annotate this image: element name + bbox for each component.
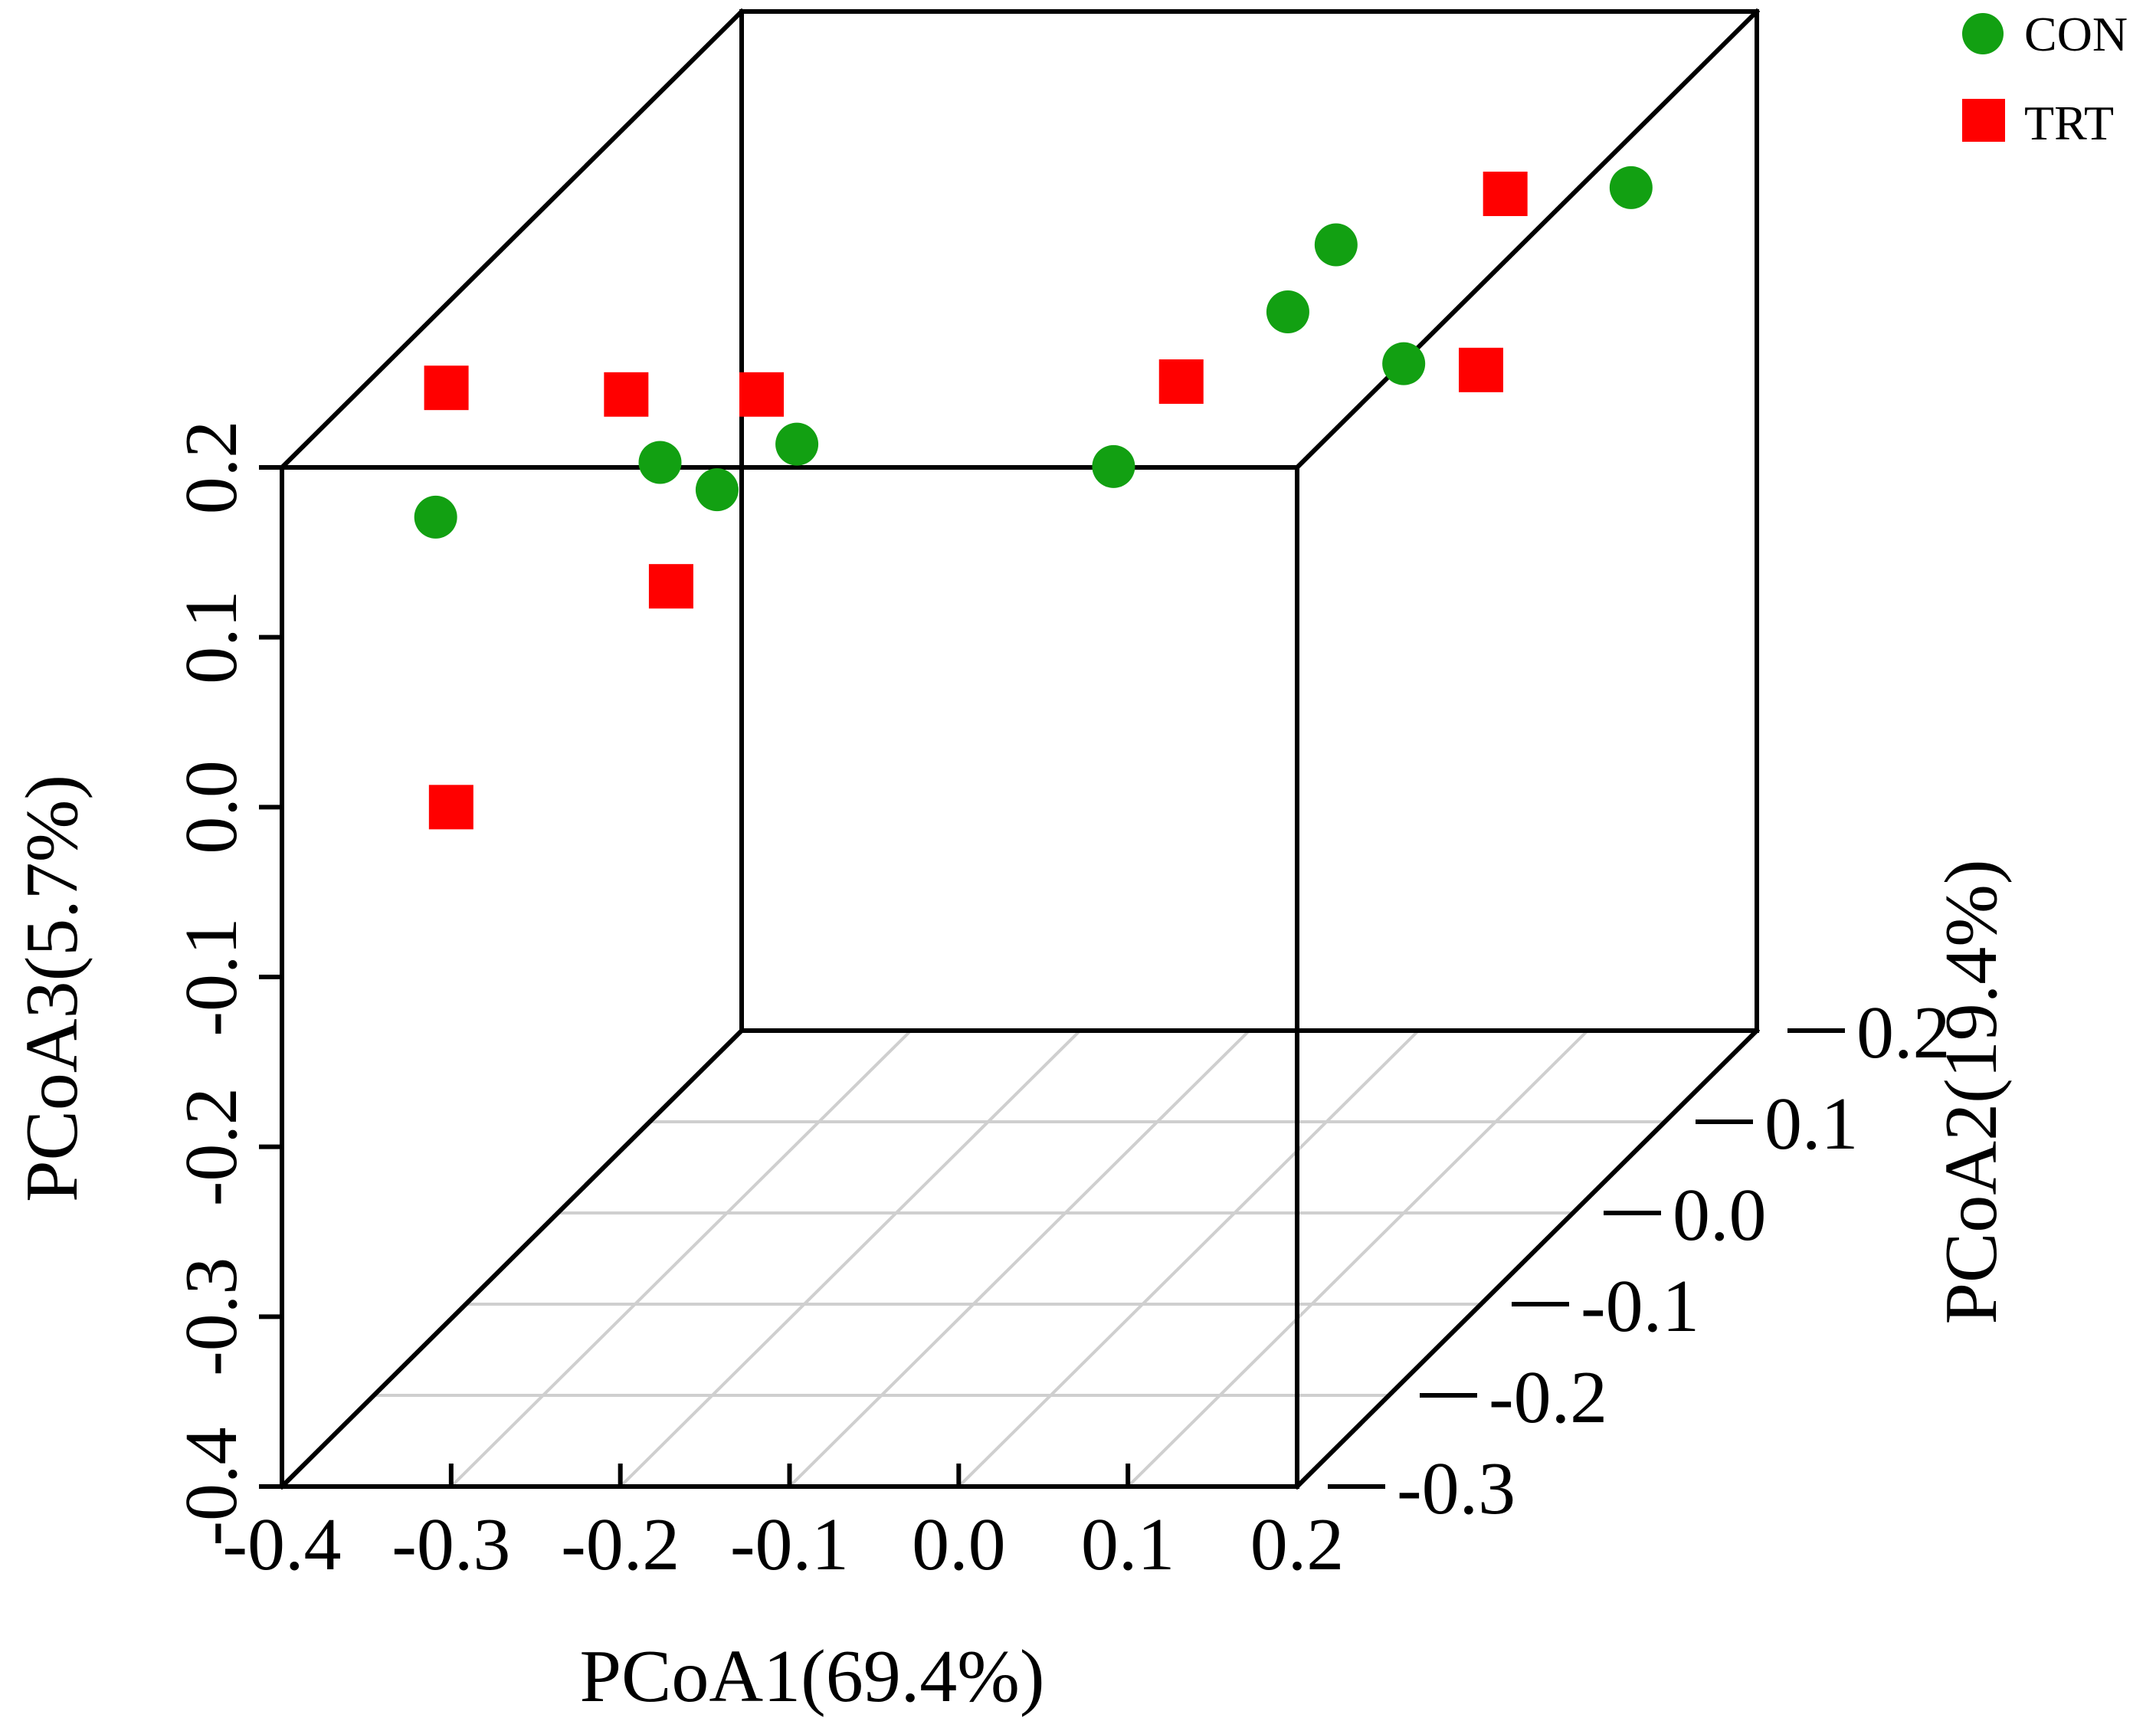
con-point bbox=[775, 422, 819, 466]
x-tick-label: 0.1 bbox=[1081, 1503, 1175, 1586]
trt-point bbox=[424, 366, 469, 411]
axes-box bbox=[278, 8, 1761, 1490]
con-point bbox=[1092, 444, 1135, 488]
y-tick-label: 0.2 bbox=[1856, 992, 1951, 1074]
y-axis-title: PCoA2(19.4%) bbox=[1930, 859, 2013, 1324]
floor-grid bbox=[374, 1029, 1665, 1488]
z-tick-label: -0.3 bbox=[170, 1257, 253, 1376]
trt-point bbox=[1483, 172, 1528, 216]
legend-trt-label: TRT bbox=[2024, 96, 2114, 150]
x-tick-label: 0.2 bbox=[1250, 1503, 1345, 1586]
y-tick-label: 0.1 bbox=[1764, 1083, 1859, 1165]
z-axis-title: PCoA3(5.7%) bbox=[11, 775, 93, 1202]
axis-ticks: -0.4 -0.3 -0.2 -0.1 0.0 0.1 0.2-0.4-0.3-0.2-0.… bbox=[170, 421, 1951, 1586]
trt-point bbox=[1158, 359, 1204, 404]
grid-line bbox=[450, 1029, 913, 1488]
trt-point bbox=[1459, 347, 1503, 392]
box-edge bbox=[1293, 1027, 1761, 1490]
grid-line bbox=[1126, 1029, 1589, 1488]
legend-con-marker bbox=[1962, 13, 2004, 54]
x-tick-label: -0.2 bbox=[561, 1503, 680, 1586]
z-tick-label: 0.2 bbox=[170, 421, 253, 515]
trt-point bbox=[739, 372, 784, 417]
legend-trt-marker bbox=[1962, 99, 2005, 142]
z-tick-label: -0.4 bbox=[170, 1427, 253, 1546]
con-point bbox=[1314, 223, 1358, 267]
con-point bbox=[414, 495, 457, 539]
trt-point bbox=[428, 785, 473, 830]
con-point bbox=[1609, 166, 1653, 209]
data-points bbox=[414, 166, 1653, 830]
y-tick-label: -0.1 bbox=[1581, 1265, 1699, 1348]
x-tick-label: -0.4 bbox=[222, 1503, 341, 1586]
box-edge bbox=[278, 1027, 745, 1490]
trt-point bbox=[648, 564, 693, 609]
box-edge bbox=[1293, 8, 1761, 471]
box-edge bbox=[278, 8, 745, 471]
grid-line bbox=[788, 1029, 1250, 1488]
y-tick-label: 0.0 bbox=[1673, 1174, 1767, 1257]
x-tick-label: -0.1 bbox=[730, 1503, 849, 1586]
y-tick-label: -0.2 bbox=[1489, 1356, 1607, 1439]
z-tick-label: -0.1 bbox=[170, 917, 253, 1036]
con-point bbox=[695, 468, 739, 512]
legend-con-label: CON bbox=[2024, 7, 2128, 61]
con-point bbox=[638, 441, 682, 484]
trt-point bbox=[604, 372, 649, 417]
grid-line bbox=[619, 1029, 1082, 1488]
con-point bbox=[1382, 342, 1426, 385]
con-point bbox=[1266, 290, 1309, 333]
grid-line bbox=[957, 1029, 1420, 1488]
y-tick-label: -0.3 bbox=[1397, 1447, 1515, 1530]
x-tick-label: -0.3 bbox=[392, 1503, 510, 1586]
x-tick-label: 0.0 bbox=[912, 1503, 1006, 1586]
z-tick-label: 0.1 bbox=[170, 590, 253, 684]
legend: CON TRT bbox=[1962, 7, 2128, 150]
z-tick-label: 0.0 bbox=[170, 760, 253, 854]
z-tick-label: -0.2 bbox=[170, 1087, 253, 1206]
x-axis-title: PCoA1(69.4%) bbox=[579, 1635, 1044, 1718]
